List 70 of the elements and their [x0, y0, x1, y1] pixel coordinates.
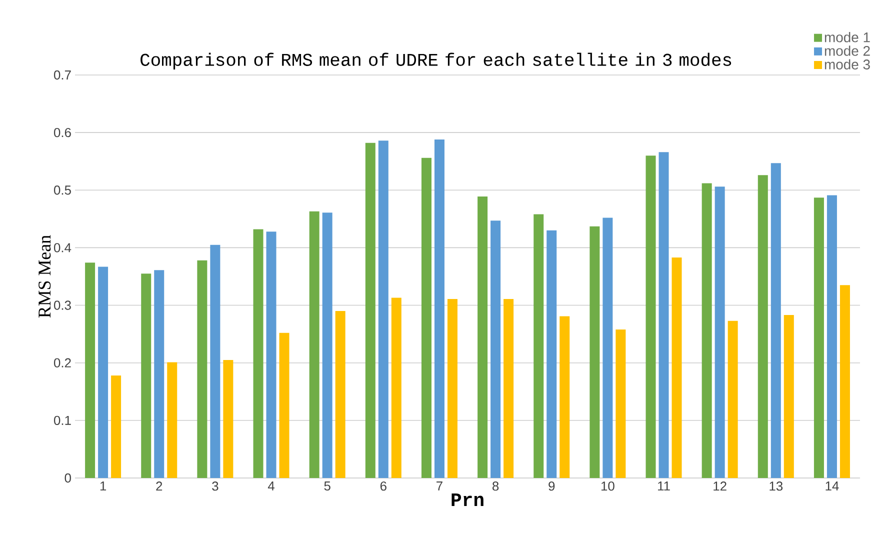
- bar: [504, 298, 514, 478]
- x-tick-label: 10: [601, 482, 614, 491]
- y-tick-label: 0: [64, 473, 71, 483]
- y-tick-label: 0.7: [54, 70, 71, 80]
- bar: [672, 257, 682, 478]
- legend-label: mode 3: [824, 59, 870, 70]
- bar: [826, 195, 837, 478]
- bar: [85, 262, 96, 478]
- bar: [322, 212, 332, 478]
- bar: [658, 152, 669, 478]
- bar: [784, 315, 794, 478]
- x-tick-label: 14: [826, 482, 839, 490]
- bar: [616, 329, 626, 478]
- bar: [365, 142, 376, 478]
- y-tick-label: 0.2: [54, 358, 71, 368]
- x-tick-label: 9: [548, 482, 555, 491]
- x-tick-label: 13: [770, 482, 783, 491]
- bar: [279, 332, 290, 478]
- bar: [546, 230, 557, 478]
- bar: [478, 196, 488, 478]
- chart-title: Comparison of RMS mean of UDRE for each satellite in 3 modes: [140, 52, 732, 70]
- y-tick-label: 0.4: [54, 243, 72, 252]
- bar: [111, 376, 122, 478]
- x-tick-label: 1: [100, 482, 106, 490]
- bar: [728, 320, 738, 478]
- y-tick-label: 0.1: [54, 416, 71, 425]
- x-tick-label: 5: [324, 482, 330, 491]
- bar: [391, 298, 402, 478]
- bar: [602, 218, 613, 478]
- x-tick-label: 6: [380, 482, 386, 491]
- y-tick-label: 0.5: [54, 186, 71, 195]
- x-tick-label: 12: [714, 482, 726, 491]
- x-tick-label: 4: [268, 482, 274, 490]
- bar: [98, 266, 108, 478]
- bar: [266, 232, 276, 478]
- bar: [447, 298, 458, 478]
- y-tick-label: 0.6: [54, 128, 71, 138]
- x-tick-label: 7: [436, 482, 442, 490]
- bar: [490, 220, 501, 478]
- bar: [814, 198, 824, 478]
- bar: [646, 156, 656, 478]
- bar: [534, 214, 544, 478]
- x-tick-label: 2: [156, 482, 162, 491]
- bar: [714, 186, 725, 478]
- x-tick-label: 3: [212, 482, 218, 491]
- x-tick-label: 8: [492, 482, 499, 491]
- y-tick-label: 0.3: [54, 300, 71, 310]
- bar: [590, 226, 600, 478]
- bar: [421, 158, 432, 478]
- bar: [770, 163, 781, 478]
- bar: [309, 211, 320, 478]
- x-axis-title: Prn: [452, 494, 484, 506]
- bar: [223, 360, 234, 478]
- legend-label: mode 2: [824, 46, 870, 56]
- bar: [141, 274, 152, 478]
- bar: [434, 139, 444, 478]
- y-axis-title: RMS Mean: [38, 235, 51, 318]
- bar: [840, 285, 850, 478]
- bar: [758, 175, 768, 478]
- bar: [560, 316, 570, 478]
- legend-label: mode 1: [824, 32, 870, 42]
- bar: [197, 260, 208, 478]
- bar: [210, 244, 220, 478]
- bar: [253, 229, 264, 478]
- bar: [167, 362, 178, 478]
- bar: [702, 183, 712, 478]
- bar: [335, 311, 346, 478]
- bar: [378, 140, 388, 478]
- x-tick-label: 11: [658, 482, 670, 490]
- bar: [154, 270, 164, 478]
